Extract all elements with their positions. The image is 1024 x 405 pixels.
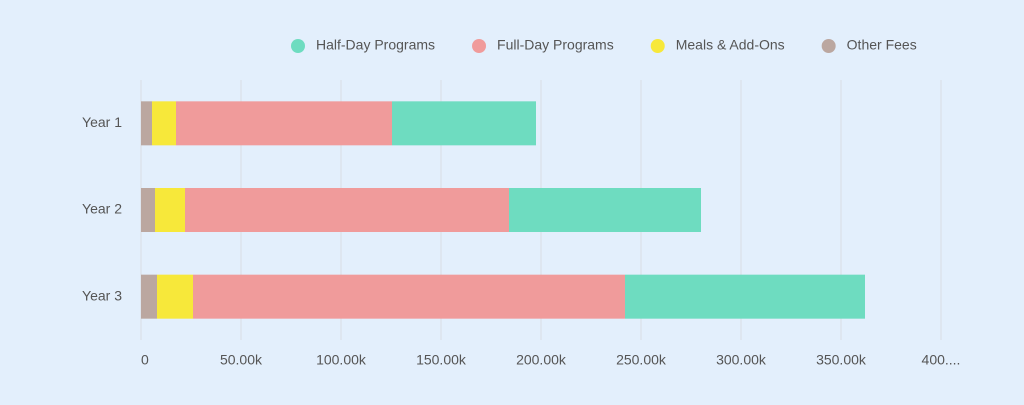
x-tick-label: 400.... bbox=[922, 352, 961, 368]
y-tick-label: Year 3 bbox=[82, 287, 122, 303]
bar-segment bbox=[185, 188, 509, 232]
bar-segment bbox=[509, 188, 701, 232]
bar-segment bbox=[155, 188, 185, 232]
x-tick-label: 250.00k bbox=[616, 352, 667, 368]
legend-label: Meals & Add-Ons bbox=[676, 37, 785, 53]
x-tick-label: 300.00k bbox=[716, 352, 767, 368]
bar-segment bbox=[392, 101, 536, 146]
bar-segment bbox=[141, 101, 152, 146]
y-tick-label: Year 1 bbox=[82, 114, 122, 130]
bar-segment bbox=[141, 188, 155, 232]
bar-segment bbox=[152, 101, 176, 146]
x-tick-label: 50.00k bbox=[220, 352, 263, 368]
x-tick-label: 350.00k bbox=[816, 352, 867, 368]
x-tick-label: 150.00k bbox=[416, 352, 467, 368]
legend-label: Full-Day Programs bbox=[497, 37, 614, 53]
x-tick-label: 100.00k bbox=[316, 352, 367, 368]
legend-label: Half-Day Programs bbox=[316, 37, 435, 53]
bar-segment bbox=[176, 101, 392, 146]
bar-segment bbox=[141, 274, 157, 319]
y-tick-label: Year 2 bbox=[82, 201, 122, 217]
legend-swatch bbox=[472, 39, 487, 53]
legend-label: Other Fees bbox=[847, 37, 917, 53]
legend-swatch bbox=[650, 39, 665, 53]
bar-segment bbox=[625, 274, 865, 319]
legend-swatch bbox=[291, 39, 305, 53]
x-tick-label: 200.00k bbox=[516, 352, 567, 368]
legend-swatch bbox=[821, 39, 836, 53]
x-tick-label: 0 bbox=[141, 352, 149, 368]
bar-segment bbox=[157, 274, 193, 319]
bar-segment bbox=[193, 274, 625, 319]
